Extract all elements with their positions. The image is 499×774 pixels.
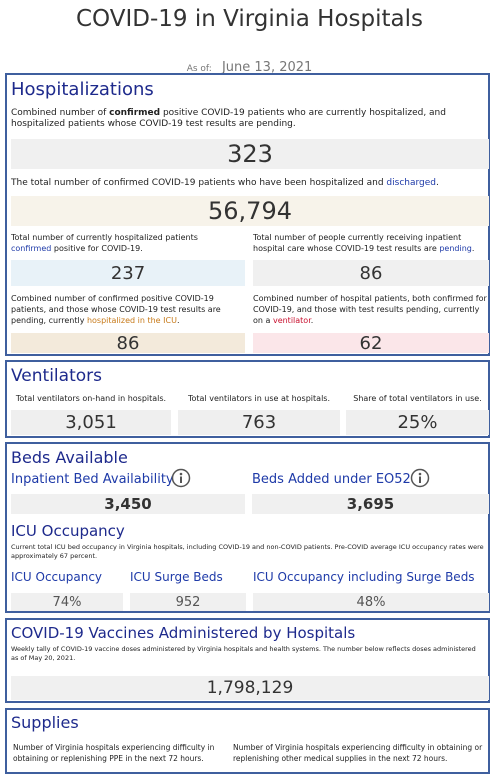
highlight-text: ventilator [272, 316, 311, 325]
description: Total number of currently hospitalized p… [11, 232, 236, 254]
vaccines-panel [5, 618, 490, 703]
label: Total ventilators in use at hospitals. [188, 394, 330, 403]
sub-title: ICU Occupancy [11, 522, 125, 540]
label: Share of total ventilators in use. [353, 394, 482, 403]
value: 237 [11, 260, 245, 286]
sub-title: Inpatient Bed Availability [11, 472, 174, 487]
label: Total ventilators on-hand in hospitals. [15, 394, 167, 403]
text: . [176, 316, 180, 325]
page-title: COVID-19 in Virginia Hospitals [76, 6, 423, 32]
as-of-label: As of: [186, 64, 212, 74]
supplies-panel [5, 708, 490, 774]
value: 74% [11, 593, 123, 611]
description: Total number of people currently receivi… [253, 232, 489, 254]
value: 3,695 [252, 494, 489, 514]
value: 323 [11, 139, 489, 169]
info-icon[interactable] [171, 468, 191, 488]
text: Combined number of confirmed positive CO… [11, 294, 221, 325]
as-of-date: June 13, 2021 [221, 60, 313, 75]
description: Combined number of confirmed positive CO… [11, 293, 247, 326]
link-text: confirmed [11, 244, 52, 253]
text: Combined number of hospital patients, bo… [253, 294, 487, 325]
as-of: As of: June 13, 2021 [0, 56, 499, 75]
text: Combined number of [11, 108, 110, 118]
sub-title: Beds Added under EO52 [252, 472, 411, 487]
section-title: Supplies [11, 713, 79, 732]
label: ICU Surge Beds [130, 570, 223, 584]
description: Number of Virginia hospitals experiencin… [13, 743, 215, 763]
description: Weekly tally of COVID-19 vaccine doses a… [11, 645, 476, 662]
hospitalizations-panel [5, 73, 490, 356]
text: . [436, 178, 439, 188]
value: 3,051 [11, 410, 171, 435]
description: Combined number of hospital patients, bo… [253, 293, 489, 326]
value: 3,450 [11, 494, 245, 514]
text: positive COVID-19 patients who are curre… [11, 108, 446, 129]
label: ICU Occupancy including Surge Beds [253, 570, 475, 584]
text: The total number of confirmed COVID-19 p… [11, 178, 387, 188]
value: 952 [130, 593, 246, 611]
value: 62 [253, 333, 489, 354]
section-title: Ventilators [11, 366, 102, 386]
description: Combined number of confirmed positive CO… [11, 108, 481, 130]
text: positive for COVID-19. [51, 244, 143, 253]
label: ICU Occupancy [11, 570, 103, 584]
link-text: pending [439, 244, 472, 253]
value: 86 [11, 333, 245, 354]
value: 48% [253, 593, 489, 611]
emphasis: confirmed [109, 108, 161, 118]
value: 25% [346, 410, 489, 435]
ventilators-panel [5, 360, 490, 438]
description: Number of Virginia hospitals experiencin… [233, 743, 483, 763]
section-title: Beds Available [11, 448, 128, 467]
section-title: Hospitalizations [11, 79, 154, 100]
link-text: discharged [386, 178, 436, 188]
text: . [471, 244, 475, 253]
description: The total number of confirmed COVID-19 p… [11, 178, 489, 189]
value: 763 [178, 410, 340, 435]
value: 56,794 [11, 196, 489, 226]
info-icon[interactable] [410, 468, 430, 488]
highlight-text: hospitalized in the ICU [86, 316, 177, 325]
beds-panel [5, 442, 490, 613]
value: 1,798,129 [11, 676, 489, 700]
value: 86 [253, 260, 489, 286]
description: Current total ICU bed occupancy in Virgi… [11, 543, 484, 560]
section-title: COVID-19 Vaccines Administered by Hospit… [11, 624, 356, 642]
text: . [310, 316, 314, 325]
text: Total number of people currently receivi… [253, 233, 462, 253]
text: Total number of currently hospitalized p… [11, 233, 198, 242]
